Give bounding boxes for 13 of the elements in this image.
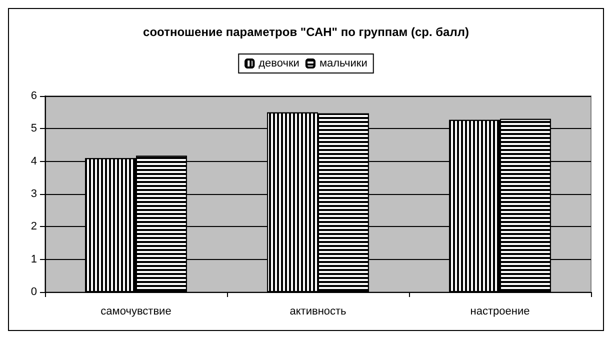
y-tick-label: 3 xyxy=(30,188,37,200)
legend-label: мальчики xyxy=(319,58,368,70)
chart-title: соотношение параметров "САН" по группам (ср. балл) xyxy=(143,25,469,39)
y-tick-label: 2 xyxy=(30,220,37,233)
x-tick-label: настроение xyxy=(470,306,530,318)
y-tick-label: 5 xyxy=(30,122,37,135)
x-tick-label: самочувствие xyxy=(100,306,172,318)
legend-label: девочки xyxy=(258,58,300,70)
x-tick-label: активность xyxy=(290,306,347,318)
y-tick-label: 1 xyxy=(30,253,37,266)
y-tick-label: 4 xyxy=(30,155,37,168)
y-tick-label: 6 xyxy=(30,90,37,102)
y-tick-label: 0 xyxy=(30,286,37,298)
